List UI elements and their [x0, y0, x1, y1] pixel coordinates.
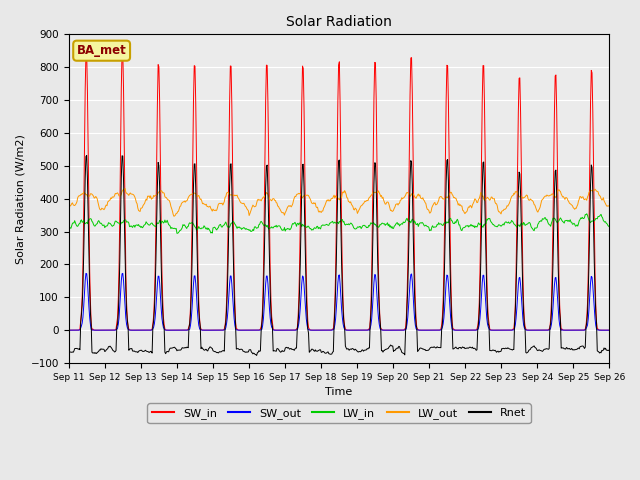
- LW_out: [215, 201, 223, 206]
- SW_in: [118, 49, 126, 55]
- Line: SW_out: SW_out: [68, 274, 609, 330]
- Rnet: [83, 153, 90, 158]
- Rnet: [253, 353, 260, 359]
- SW_in: [75, 327, 83, 333]
- SW_in: [132, 327, 140, 333]
- X-axis label: Time: Time: [325, 387, 353, 397]
- Y-axis label: Solar Radiation (W/m2): Solar Radiation (W/m2): [15, 134, 25, 264]
- Rnet: [406, 177, 414, 183]
- SW_in: [88, 327, 96, 333]
- LW_out: [605, 204, 613, 209]
- Rnet: [131, 348, 139, 354]
- SW_out: [406, 279, 414, 285]
- SW_in: [605, 327, 613, 333]
- Rnet: [214, 350, 222, 356]
- SW_in: [215, 327, 223, 333]
- LW_out: [131, 194, 139, 200]
- Legend: SW_in, SW_out, LW_in, LW_out, Rnet: SW_in, SW_out, LW_in, LW_out, Rnet: [147, 403, 531, 423]
- LW_in: [186, 220, 193, 226]
- LW_out: [65, 206, 72, 212]
- SW_out: [132, 327, 140, 333]
- SW_out: [605, 327, 613, 333]
- Rnet: [65, 349, 72, 355]
- Line: SW_in: SW_in: [68, 52, 609, 330]
- LW_in: [605, 224, 613, 229]
- SW_out: [187, 323, 195, 328]
- LW_in: [130, 223, 138, 228]
- LW_out: [121, 186, 129, 192]
- LW_in: [421, 223, 429, 228]
- LW_out: [75, 193, 83, 199]
- Title: Solar Radiation: Solar Radiation: [286, 15, 392, 29]
- LW_out: [187, 192, 195, 198]
- LW_in: [65, 226, 72, 231]
- LW_out: [170, 214, 178, 219]
- SW_out: [88, 327, 96, 333]
- Line: LW_in: LW_in: [68, 214, 609, 233]
- SW_out: [82, 271, 90, 276]
- LW_out: [406, 193, 414, 199]
- SW_in: [65, 327, 72, 333]
- Line: LW_out: LW_out: [68, 189, 609, 216]
- Rnet: [186, 321, 193, 327]
- Line: Rnet: Rnet: [68, 156, 609, 356]
- SW_in: [406, 92, 414, 98]
- Rnet: [75, 347, 83, 352]
- SW_out: [75, 327, 83, 333]
- LW_in: [214, 225, 222, 231]
- Rnet: [605, 348, 613, 354]
- SW_in: [187, 305, 195, 311]
- LW_in: [75, 222, 83, 228]
- SW_out: [65, 327, 72, 333]
- SW_out: [215, 327, 223, 333]
- SW_out: [422, 327, 429, 333]
- LW_out: [422, 201, 429, 206]
- LW_in: [406, 219, 413, 225]
- LW_in: [583, 211, 591, 216]
- Rnet: [422, 348, 429, 353]
- SW_in: [422, 327, 429, 333]
- LW_in: [173, 230, 180, 236]
- Text: BA_met: BA_met: [77, 44, 127, 57]
